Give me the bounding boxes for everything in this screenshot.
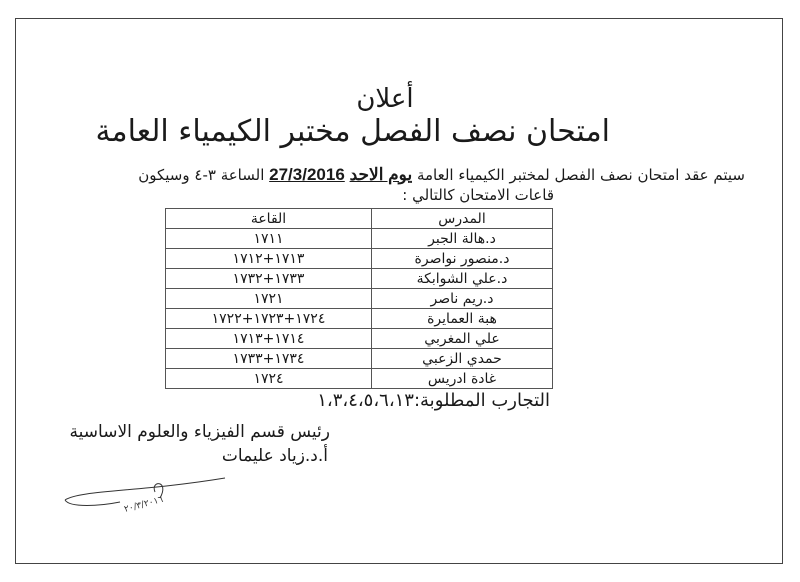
teacher-cell: غادة ادريس xyxy=(371,368,553,389)
exam-day: يوم الاحد xyxy=(349,165,413,184)
teacher-cell: د.علي الشوابكة xyxy=(371,268,553,289)
table-row: د.ريم ناصر ١٧٢١ xyxy=(165,288,553,309)
header-room: القاعة xyxy=(165,208,372,229)
signatory-name: أ.د.زياد عليمات xyxy=(221,446,328,466)
room-cell: ١٧٣٤+١٧٣٣ xyxy=(165,348,372,369)
teacher-cell: هبة العمايرة xyxy=(371,308,553,329)
intro-text: سيتم عقد امتحان نصف الفصل لمختبر الكيميا… xyxy=(412,166,745,184)
room-cell: ١٧٣٣+١٧٣٢ xyxy=(165,268,372,289)
handwritten-signature: ٢٠/٣/٢٠١٦ xyxy=(64,477,226,515)
room-cell: ١٧٢٤ xyxy=(165,368,372,389)
table-row: غادة ادريس ١٧٢٤ xyxy=(165,368,553,389)
signatory-position: رئيس قسم الفيزياء والعلوم الاساسية xyxy=(69,422,330,442)
teacher-cell: د.منصور نواصرة xyxy=(371,248,553,269)
announcement-title: أعلان xyxy=(356,84,414,114)
teacher-cell: د.ريم ناصر xyxy=(371,288,553,309)
table-row: هبة العمايرة ١٧٢٤+١٧٢٣+١٧٢٢ xyxy=(165,308,553,329)
header-teacher: المدرس xyxy=(371,208,553,229)
table-row: د.منصور نواصرة ١٧١٣+١٧١٢ xyxy=(165,248,553,269)
intro-time: الساعة ٣-٤ وسيكون xyxy=(138,166,270,184)
table-row: د.هالة الجبر ١٧١١ xyxy=(165,228,553,249)
intro-line-2: قاعات الامتحان كالتالي : xyxy=(402,186,554,204)
room-cell: ١٧١٤+١٧١٣ xyxy=(165,328,372,349)
exam-date: 27/3/2016 xyxy=(269,165,345,184)
table-row: د.علي الشوابكة ١٧٣٣+١٧٣٢ xyxy=(165,268,553,289)
teacher-cell: علي المغربي xyxy=(371,328,553,349)
room-cell: ١٧١٣+١٧١٢ xyxy=(165,248,372,269)
table-row: علي المغربي ١٧١٤+١٧١٣ xyxy=(165,328,553,349)
room-cell: ١٧٢٤+١٧٢٣+١٧٢٢ xyxy=(165,308,372,329)
teacher-cell: د.هالة الجبر xyxy=(371,228,553,249)
room-cell: ١٧١١ xyxy=(165,228,372,249)
announcement-subtitle: امتحان نصف الفصل مختبر الكيمياء العامة xyxy=(95,114,610,149)
required-experiments: التجارب المطلوبة:١،٣،٤،٥،٦،١٣ xyxy=(317,390,550,411)
rooms-table: المدرس القاعة د.هالة الجبر ١٧١١ د.منصور نوا… xyxy=(165,208,553,389)
table-row: حمدي الزعبي ١٧٣٤+١٧٣٣ xyxy=(165,348,553,369)
signature-date: ٢٠/٣/٢٠١٦ xyxy=(123,495,164,515)
teacher-cell: حمدي الزعبي xyxy=(371,348,553,369)
table-header-row: المدرس القاعة xyxy=(165,208,553,229)
intro-paragraph: سيتم عقد امتحان نصف الفصل لمختبر الكيميا… xyxy=(138,165,745,185)
room-cell: ١٧٢١ xyxy=(165,288,372,309)
document-border xyxy=(15,18,783,564)
